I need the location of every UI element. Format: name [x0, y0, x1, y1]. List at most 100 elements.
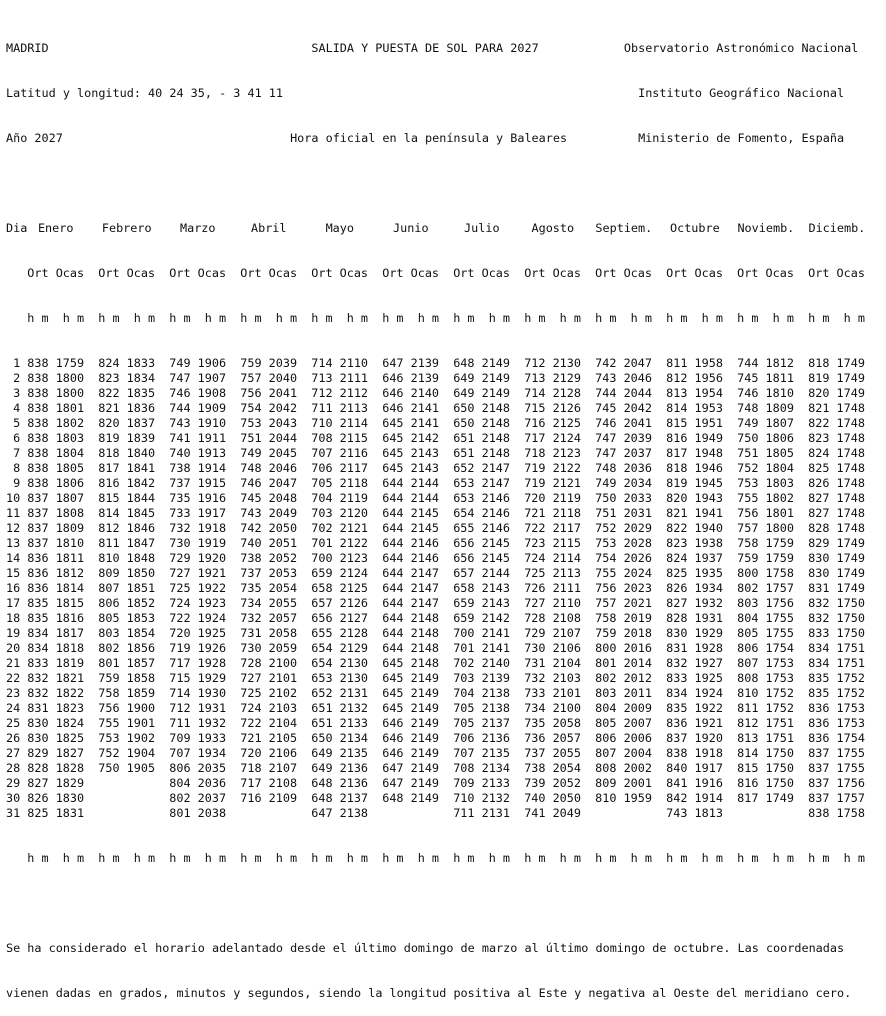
- sunrise-time: 720: [240, 746, 262, 760]
- sunset-time: 1751: [836, 656, 865, 670]
- sunset-time: 1918: [197, 521, 227, 535]
- sunset-time: 1940: [694, 521, 723, 535]
- sunrise-column-label: Ort: [595, 266, 617, 280]
- sunrise-time: 723: [524, 536, 546, 550]
- table-row: 26 830 1825 753 1902 709 1933 721 2105 650 2134 646…: [6, 731, 886, 746]
- sunset-time: 2140: [410, 386, 440, 400]
- sunrise-time: 830: [666, 626, 688, 640]
- sunset-time: 2028: [623, 536, 652, 550]
- sunset-time: 2116: [339, 446, 369, 460]
- sunrise-time: 833: [808, 626, 830, 640]
- sunrise-time: 830: [808, 566, 830, 580]
- table-row: 16 836 1814 807 1851 725 1922 735 2054 658 2125 644…: [6, 581, 886, 596]
- sunset-time: 2044: [623, 386, 652, 400]
- sunset-time: 1810: [55, 536, 85, 550]
- sunset-time: 2103: [552, 671, 581, 685]
- sunrise-time: 837: [808, 746, 830, 760]
- sunrise-time: 707: [311, 446, 333, 460]
- sunrise-time: 835: [666, 701, 688, 715]
- sunset-time: 2149: [410, 671, 440, 685]
- sunrise-time: 817: [98, 461, 120, 475]
- sunrise-time: 756: [737, 506, 759, 520]
- sunset-time: 2146: [481, 506, 511, 520]
- sunrise-time: 842: [666, 791, 688, 805]
- sunset-time: 1752: [836, 671, 865, 685]
- sunrise-unit-label: h m: [453, 851, 475, 865]
- sunrise-time: 841: [666, 776, 688, 790]
- sunset-time: 1856: [126, 641, 156, 655]
- sunrise-time: 654: [311, 656, 333, 670]
- table-row: 5 838 1802 820 1837 743 1910 753 2043 710 2114 645 2…: [6, 416, 886, 431]
- sunset-time: 1941: [694, 506, 723, 520]
- sunrise-time: 708: [311, 431, 333, 445]
- sunset-column-label: Ocas: [410, 266, 440, 280]
- sunrise-time: 646: [382, 386, 404, 400]
- sunrise-time: 732: [240, 611, 262, 625]
- sunset-time: 2118: [339, 476, 369, 490]
- sunset-time: 1756: [836, 776, 865, 790]
- sunset-time: 1920: [197, 551, 227, 565]
- sunset-time: 1958: [694, 356, 723, 370]
- sunrise-time: 714: [169, 686, 191, 700]
- sunset-time: 2059: [268, 641, 298, 655]
- sunrise-unit-label: h m: [524, 851, 546, 865]
- sunset-time: 2148: [410, 611, 440, 625]
- sunset-time: 2006: [623, 731, 652, 745]
- sunrise-time: 831: [666, 641, 688, 655]
- sunrise-time: 836: [27, 551, 49, 565]
- sunset-time: 2026: [623, 551, 652, 565]
- sunset-time: 2145: [481, 536, 511, 550]
- sunset-time: 1827: [55, 746, 85, 760]
- sunset-time: 1817: [55, 626, 85, 640]
- sunset-time: 1908: [197, 386, 227, 400]
- sunrise-time: 805: [98, 611, 120, 625]
- sunrise-time: 655: [311, 626, 333, 640]
- table-row: 17 835 1815 806 1852 724 1923 734 2055 657 2126 644…: [6, 596, 886, 611]
- document-title: SALIDA Y PUESTA DE SOL PARA 2027: [311, 41, 539, 55]
- sunrise-time: 743: [666, 806, 688, 820]
- sunrise-column-label: Ort: [27, 266, 49, 280]
- sunset-time: 2147: [410, 581, 440, 595]
- sunrise-time: 646: [382, 731, 404, 745]
- sunrise-time: 721: [524, 506, 546, 520]
- table-row: 24 831 1823 756 1900 712 1931 724 2103 651 2132 645…: [6, 701, 886, 716]
- sunset-time: 1759: [765, 551, 794, 565]
- sunrise-time: 831: [808, 581, 830, 595]
- sunset-time: 1931: [694, 611, 723, 625]
- sunrise-time: 651: [453, 446, 475, 460]
- sunrise-time: 644: [382, 491, 404, 505]
- sunrise-time: 744: [169, 401, 191, 415]
- sunset-time: 2023: [623, 581, 652, 595]
- sunset-time: 2047: [623, 356, 652, 370]
- sunrise-time: 646: [382, 401, 404, 415]
- sunrise-time: 707: [169, 746, 191, 760]
- sunrise-time: 644: [382, 596, 404, 610]
- sunrise-time: 809: [595, 776, 617, 790]
- sunset-time: 1802: [765, 491, 794, 505]
- sunset-time: 1755: [765, 611, 794, 625]
- footnote-line-2: vienen dadas en grados, minutos y segund…: [6, 986, 852, 1000]
- sunrise-time: 659: [311, 566, 333, 580]
- month-header: Octubre: [669, 221, 720, 235]
- sunrise-time: 838: [27, 476, 49, 490]
- sunset-time: 1758: [765, 566, 794, 580]
- sunset-time: 2039: [268, 356, 298, 370]
- sunset-time: 1814: [55, 581, 85, 595]
- sunrise-time: 654: [311, 641, 333, 655]
- sunrise-time: 743: [595, 371, 617, 385]
- sunset-time: 2018: [623, 626, 652, 640]
- sunrise-unit-label: h m: [453, 311, 475, 325]
- day-number: 19: [6, 626, 21, 640]
- sunrise-time: 727: [169, 566, 191, 580]
- sunrise-time: 713: [311, 371, 333, 385]
- sunset-column-label: Ocas: [339, 266, 369, 280]
- sunrise-time: 806: [98, 596, 120, 610]
- sunrise-time: 746: [737, 386, 759, 400]
- sunset-time: 1806: [765, 431, 794, 445]
- sunrise-time: 657: [453, 566, 475, 580]
- sunset-time: 2052: [552, 776, 581, 790]
- sunset-unit-label: h m: [268, 311, 298, 325]
- sunset-time: 1946: [694, 461, 723, 475]
- sunset-time: 1922: [694, 701, 723, 715]
- sunset-time: 1812: [55, 566, 85, 580]
